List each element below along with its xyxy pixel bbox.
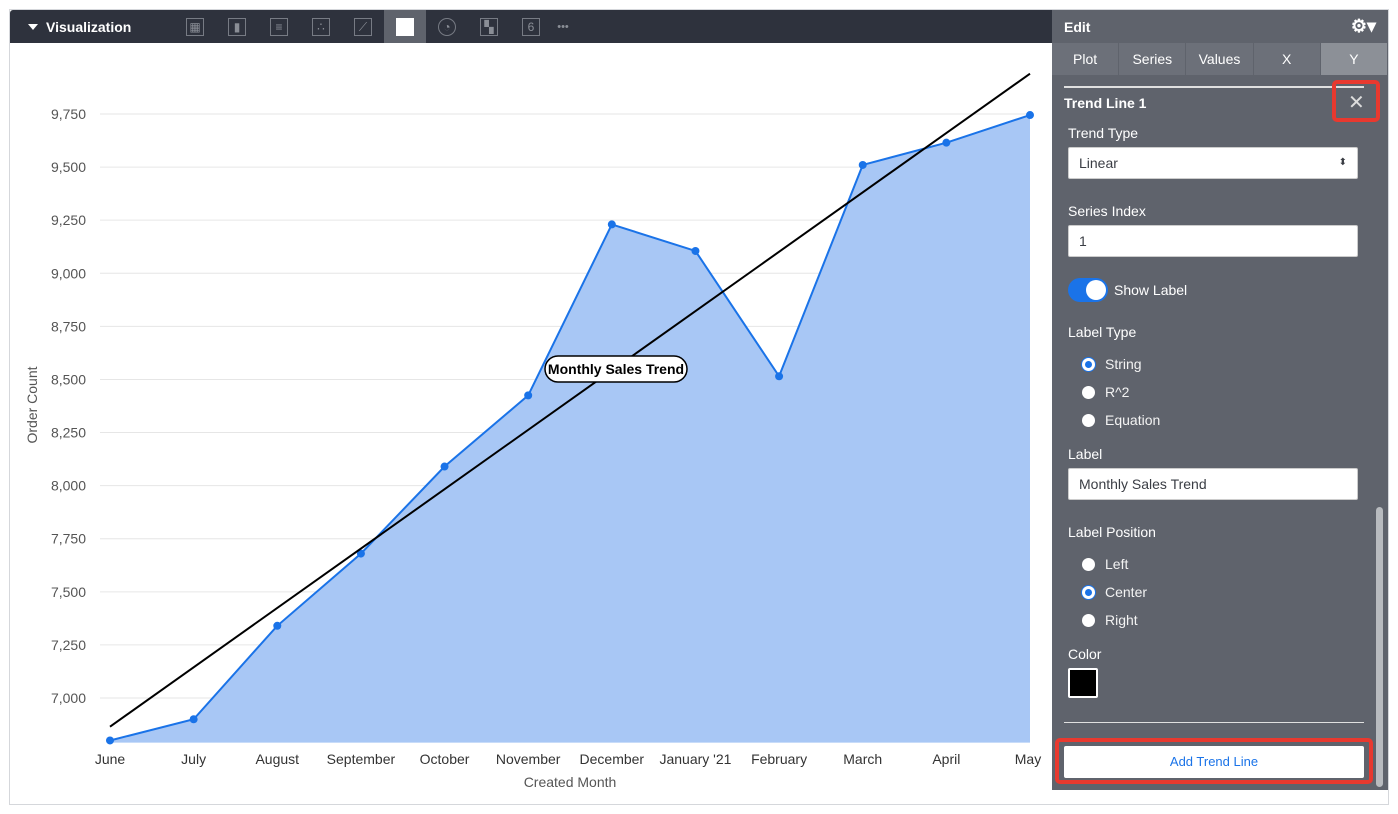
color-label: Color (1068, 646, 1102, 662)
area-chart-icon[interactable] (384, 10, 426, 43)
data-point (273, 621, 282, 630)
x-tick-label: May (1015, 751, 1041, 767)
add-trend-line-button[interactable]: Add Trend Line (1064, 746, 1364, 778)
table-icon[interactable]: ▦ (174, 10, 216, 43)
trend-type-label: Trend Type (1068, 125, 1139, 141)
scrollbar[interactable] (1376, 507, 1383, 787)
column-chart-icon[interactable]: ▮ (216, 10, 258, 43)
pie-chart-icon[interactable]: ◔ (426, 10, 468, 43)
y-tick-label: 7,250 (51, 637, 86, 653)
area-chart: 7,000 7,250 7,500 7,750 8,000 8,250 8,500 8,750… (24, 72, 1041, 790)
close-icon[interactable]: ✕ (1348, 92, 1365, 114)
show-label-text: Show Label (1114, 282, 1188, 298)
x-tick-label: August (255, 751, 299, 767)
x-tick-label: December (580, 751, 645, 767)
trend-type-select[interactable]: Linear ⬍ (1068, 147, 1358, 179)
radio-string[interactable]: String (1082, 356, 1142, 372)
x-tick-label: February (751, 751, 807, 767)
label-type-label: Label Type (1068, 324, 1137, 340)
map-icon[interactable]: ▚ (468, 10, 510, 43)
trend-label-bubble (544, 355, 688, 383)
label-label: Label (1068, 446, 1103, 462)
x-tick-label: June (95, 751, 126, 767)
x-tick-label: April (932, 751, 960, 767)
color-swatch[interactable] (1068, 668, 1098, 698)
x-tick-label: October (420, 751, 470, 767)
x-tick-label: January '21 (659, 751, 731, 767)
line-chart-icon[interactable]: ⟋ (342, 10, 384, 43)
y-tick-label: 9,000 (51, 265, 86, 281)
trend-line (109, 72, 1031, 728)
y-axis-title: Order Count (24, 366, 40, 443)
x-tick-label: March (843, 751, 882, 767)
x-tick-label: November (496, 751, 561, 767)
series-line (109, 114, 1031, 742)
select-arrows-icon: ⬍ (1338, 157, 1347, 168)
data-point (440, 462, 449, 471)
x-tick-label: July (181, 751, 206, 767)
y-tick-label: 8,000 (51, 478, 86, 494)
y-tick-label: 7,000 (51, 690, 86, 706)
show-label-toggle[interactable] (1068, 278, 1108, 302)
panel-tabs: Plot Series Values X Y (1052, 43, 1389, 75)
gear-icon[interactable]: ⚙▾ (1350, 16, 1376, 36)
label-input[interactable]: Monthly Sales Trend (1068, 468, 1358, 500)
bar-chart-icon[interactable]: ≡ (258, 10, 300, 43)
tab-y[interactable]: Y (1320, 43, 1389, 75)
y-tick-label: 8,500 (51, 371, 86, 387)
y-tick-label: 7,500 (51, 584, 86, 600)
data-point (942, 138, 951, 147)
y-tick-label: 7,750 (51, 531, 86, 547)
data-point (691, 246, 700, 255)
radio-left[interactable]: Left (1082, 556, 1128, 572)
divider (1064, 722, 1364, 723)
tab-values[interactable]: Values (1186, 43, 1254, 75)
panel-title: Edit (1064, 18, 1091, 35)
data-point (607, 220, 616, 229)
highlight-close (1332, 80, 1380, 122)
visualization-title: Visualization (46, 18, 132, 35)
radio-equation[interactable]: Equation (1082, 412, 1160, 428)
y-tick-label: 8,750 (51, 318, 86, 334)
x-axis-title: Created Month (524, 774, 617, 790)
label-position-label: Label Position (1068, 524, 1156, 540)
y-tick-label: 9,250 (51, 212, 86, 228)
radio-right[interactable]: Right (1082, 612, 1138, 628)
data-point (356, 549, 365, 558)
data-point (524, 391, 533, 400)
x-tick-label: September (327, 751, 396, 767)
y-tick-label: 9,750 (51, 106, 86, 122)
visualization-bar: Visualization ▦ ▮ ≡ ∴ ⟋ ◔ ▚ 6 ••• (10, 10, 1052, 43)
data-point (189, 715, 198, 724)
edit-panel: Edit ⚙▾ Plot Series Values X Y Trend Line… (1052, 10, 1389, 790)
scatter-icon[interactable]: ∴ (300, 10, 342, 43)
visualization-toggle[interactable]: Visualization (28, 19, 174, 35)
data-point (1026, 111, 1034, 120)
series-index-label: Series Index (1068, 203, 1146, 219)
radio-r2[interactable]: R^2 (1082, 384, 1129, 400)
single-value-icon[interactable]: 6 (510, 10, 552, 43)
caret-down-icon (28, 23, 38, 30)
series-index-input[interactable]: 1 (1068, 225, 1358, 257)
trend-label: Monthly Sales Trend (548, 361, 684, 377)
highlight-add-button (1055, 738, 1373, 784)
y-tick-label: 9,500 (51, 159, 86, 175)
area-fill (110, 115, 1030, 743)
data-point (106, 736, 114, 745)
divider (1064, 86, 1364, 88)
trend-line-title: Trend Line 1 (1064, 95, 1147, 111)
y-tick-label: 8,250 (51, 425, 86, 441)
more-icon[interactable]: ••• (557, 20, 569, 33)
radio-center[interactable]: Center (1082, 584, 1147, 600)
tab-plot[interactable]: Plot (1052, 43, 1120, 75)
data-point (858, 160, 867, 169)
tab-x[interactable]: X (1254, 43, 1321, 75)
data-point (775, 372, 784, 381)
tab-series[interactable]: Series (1119, 43, 1187, 75)
